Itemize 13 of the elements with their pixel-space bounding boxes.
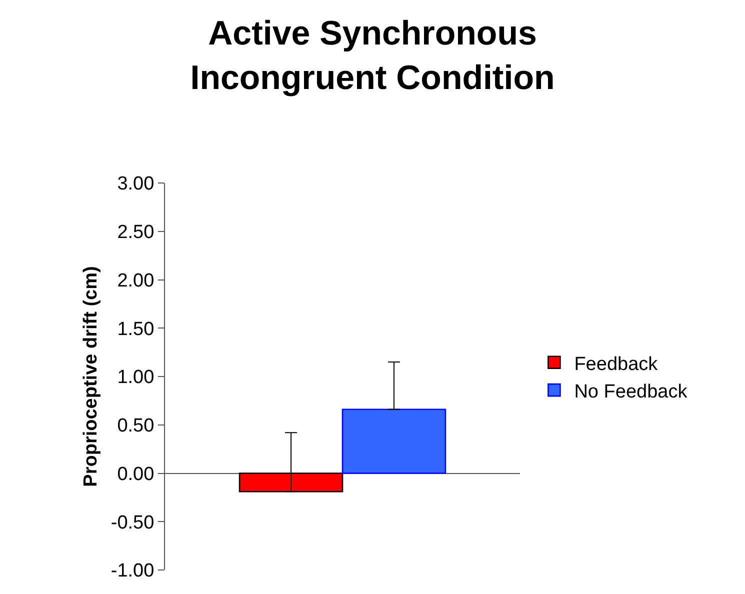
- y-tick-label: 2.00: [117, 270, 154, 292]
- legend-label: No Feedback: [574, 381, 688, 402]
- legend-label: Feedback: [574, 354, 658, 375]
- y-tick-label: -0.50: [110, 512, 154, 534]
- y-tick-label: 1.00: [117, 367, 154, 388]
- y-tick-label: 2.50: [117, 222, 154, 244]
- y-tick-label: 3.00: [117, 174, 154, 195]
- y-tick-label: 0.50: [117, 416, 154, 437]
- y-tick-label: -1.00: [110, 560, 154, 582]
- y-tick-label: 0.00: [117, 464, 154, 485]
- chart-title: Active Synchronous Incongruent Condition: [190, 14, 555, 97]
- y-axis-title: Proprioceptive drift (cm): [80, 266, 102, 487]
- y-tick-label: 1.50: [117, 318, 154, 340]
